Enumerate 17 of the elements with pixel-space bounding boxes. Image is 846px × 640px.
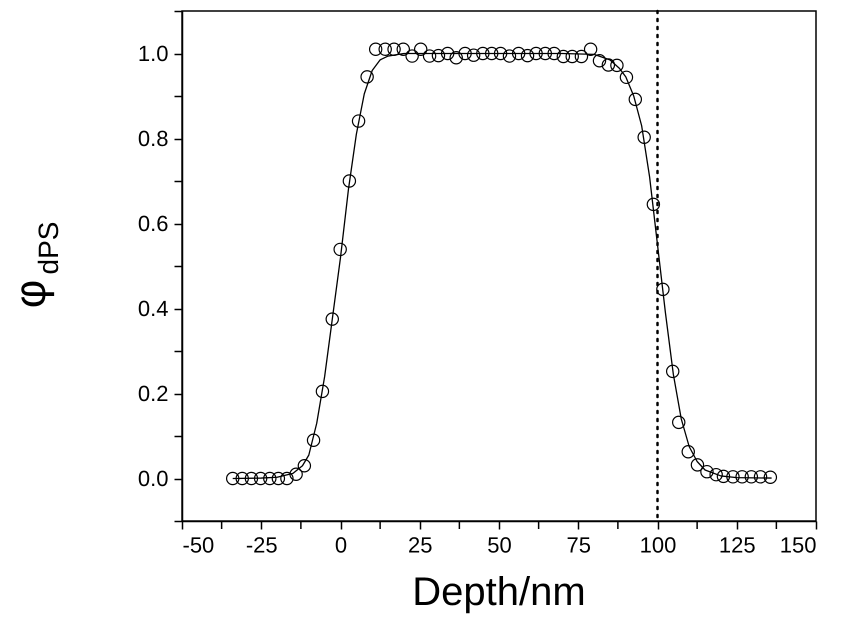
y-axis-title: φdPS (6, 222, 64, 308)
x-axis-title: Depth/nm (412, 570, 586, 614)
x-tick-label: 0 (334, 532, 348, 558)
x-tick-label: -50 (182, 532, 214, 558)
y-tick-label: 0.4 (138, 296, 168, 321)
y-tick-label: 0.0 (138, 466, 168, 491)
x-tick-label: 100 (640, 532, 676, 558)
y-tick-label: 0.2 (138, 381, 168, 406)
y-tick-label: 0.6 (138, 211, 168, 236)
x-tick-label: 75 (566, 532, 591, 558)
x-tick-label: 50 (487, 532, 512, 558)
x-tick-label: 25 (408, 532, 432, 558)
x-tick-label: 150 (780, 532, 816, 558)
y-tick-label: 0.8 (138, 126, 168, 151)
x-tick-label: 125 (718, 532, 756, 558)
x-tick-label: -25 (246, 532, 278, 558)
y-tick-label: 1.0 (138, 41, 168, 66)
